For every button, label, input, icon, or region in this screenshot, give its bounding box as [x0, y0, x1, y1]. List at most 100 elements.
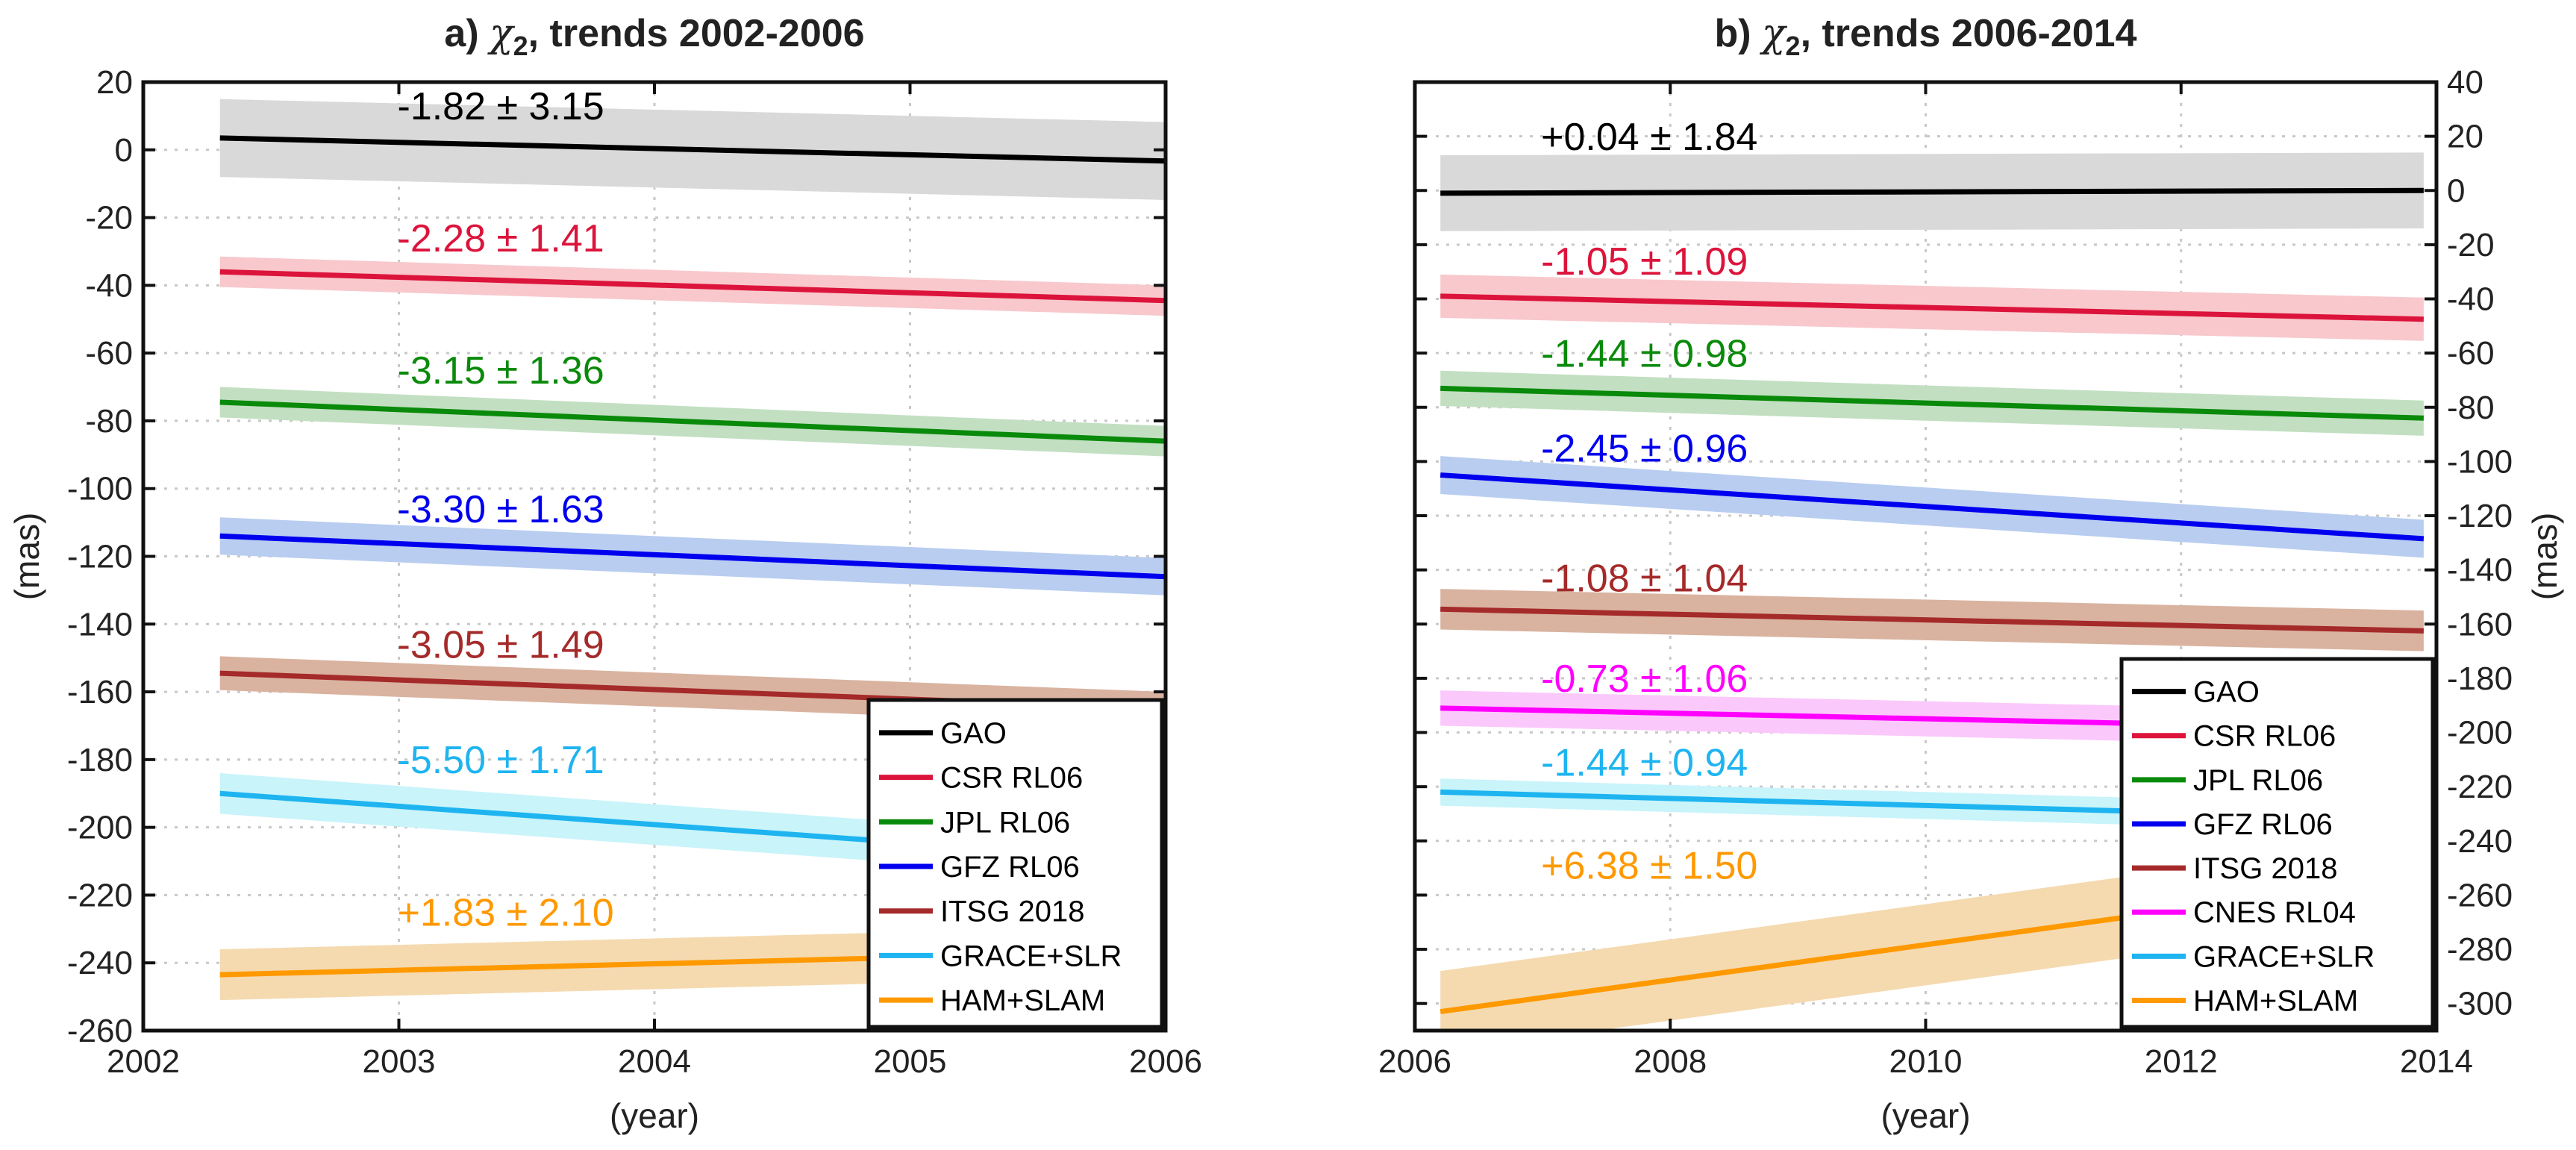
legend-label: GRACE+SLR — [2193, 940, 2375, 973]
trend-line — [1440, 606, 2424, 634]
y-tick-label: -20 — [85, 200, 133, 237]
title-suffix: , trends 2006-2014 — [1801, 12, 2137, 55]
x-tick-label: 2006 — [1378, 1043, 1451, 1080]
trend-annotation: -1.05 ± 1.09 — [1541, 240, 1748, 284]
trend-annotation: -1.82 ± 3.15 — [398, 85, 604, 128]
trend-annotation: -3.30 ± 1.63 — [398, 488, 604, 531]
title-symbol: χ — [487, 11, 516, 56]
trend-line — [219, 135, 1166, 164]
y-tick-label: -220 — [67, 877, 133, 913]
trend-line — [1440, 385, 2424, 421]
y-tick-label: -160 — [2447, 606, 2513, 643]
y-tick-label: 20 — [96, 64, 133, 101]
y-tick-label: -60 — [2447, 335, 2495, 372]
y-tick-label: -120 — [67, 539, 133, 575]
title-suffix: , trends 2002-2006 — [528, 12, 865, 55]
title-symbol: χ — [1759, 11, 1788, 56]
trend-annotation: -1.44 ± 0.94 — [1541, 742, 1748, 785]
y-tick-label: 0 — [115, 132, 133, 169]
legend-box — [2119, 657, 2435, 1029]
y-axis-label: (mas) — [7, 513, 46, 601]
legend-label: CNES RL04 — [2193, 896, 2356, 929]
legend-label: HAM+SLAM — [2193, 984, 2358, 1017]
trend-annotation: -1.08 ± 1.04 — [1541, 557, 1748, 601]
y-tick-label: -20 — [2447, 227, 2495, 263]
legend: GAO CSR RL06 JPL RL06 GFZ RL06 ITSG 2018 CNES… — [2119, 657, 2435, 1029]
y-tick-label: -200 — [2447, 715, 2513, 751]
y-tick-label: 20 — [2447, 119, 2483, 155]
y-tick-label: 0 — [2447, 172, 2465, 209]
legend-label: HAM+SLAM — [940, 984, 1105, 1017]
title-subscript: 2 — [1786, 31, 1801, 61]
legend-label: GAO — [940, 717, 1007, 750]
legend-label: GFZ RL06 — [940, 851, 1080, 884]
trend-annotation: -5.50 ± 1.71 — [398, 739, 604, 782]
title-prefix: b) — [1714, 12, 1762, 55]
trend-annotation: -2.45 ± 0.96 — [1541, 427, 1748, 470]
y-tick-label: -240 — [2447, 823, 2513, 860]
trend-annotation: -3.05 ± 1.49 — [398, 624, 604, 667]
x-tick-label: 2008 — [1634, 1043, 1707, 1080]
y-tick-label: -260 — [2447, 877, 2513, 913]
legend-label: GFZ RL06 — [2193, 808, 2333, 841]
x-tick-label: 2012 — [2145, 1043, 2218, 1080]
y-tick-label: -80 — [2447, 390, 2495, 426]
trend-line — [1440, 187, 2424, 196]
y-tick-label: -80 — [85, 403, 133, 440]
y-tick-label: -180 — [67, 742, 133, 778]
legend-label: JPL RL06 — [2193, 764, 2323, 797]
y-tick-label: -120 — [2447, 498, 2513, 534]
trend-annotation: +6.38 ± 1.50 — [1541, 845, 1757, 888]
y-tick-label: -240 — [67, 945, 133, 981]
legend-label: JPL RL06 — [940, 806, 1070, 839]
y-tick-label: -180 — [2447, 660, 2513, 697]
x-tick-label: 2010 — [1889, 1043, 1963, 1080]
legend-label: CSR RL06 — [2193, 720, 2336, 753]
trend-annotation: +0.04 ± 1.84 — [1541, 116, 1757, 159]
chart-panel-a: 2002 2003 2004 2005 2006 20 0 -20 -40 -60 -80 -100 -… — [7, 11, 1202, 1135]
x-tick-label: 2006 — [1129, 1043, 1202, 1080]
y-tick-label: -40 — [2447, 281, 2495, 318]
y-tick-label: -160 — [67, 674, 133, 710]
legend-label: GAO — [2193, 676, 2260, 709]
trend-annotation: -0.73 ± 1.06 — [1541, 657, 1748, 701]
trend-line — [1439, 472, 2425, 542]
legend: GAO CSR RL06 JPL RL06 GFZ RL06 ITSG 2018 GRAC… — [866, 698, 1164, 1029]
title-subscript: 2 — [513, 31, 528, 61]
legend-label: CSR RL06 — [940, 762, 1083, 795]
y-tick-label: -40 — [85, 267, 133, 304]
x-tick-label: 2004 — [618, 1043, 691, 1080]
trend-line — [219, 533, 1166, 580]
trend-annotation: +1.83 ± 2.10 — [398, 891, 614, 934]
y-tick-label: -280 — [2447, 931, 2513, 968]
title-prefix: a) — [444, 12, 490, 55]
legend-label: ITSG 2018 — [2193, 852, 2337, 885]
trend-annotation: -3.15 ± 1.36 — [398, 349, 604, 393]
x-axis-label: (year) — [1881, 1096, 1970, 1135]
legend-box — [866, 698, 1164, 1029]
x-tick-label: 2002 — [107, 1043, 180, 1080]
chart-title: b) χ2, trends 2006-2014 — [1714, 11, 2136, 61]
legend-label: ITSG 2018 — [940, 896, 1084, 928]
y-axis-label: (mas) — [2525, 513, 2564, 601]
trend-line — [1440, 293, 2424, 322]
trend-annotation: -2.28 ± 1.41 — [398, 217, 604, 260]
trend-line — [219, 399, 1166, 444]
y-tick-label: -100 — [67, 471, 133, 507]
legend-label: GRACE+SLR — [940, 940, 1122, 972]
trend-annotation: -1.44 ± 0.98 — [1541, 332, 1748, 375]
x-axis-label: (year) — [610, 1096, 699, 1135]
y-tick-label: -140 — [2447, 552, 2513, 589]
chart-panel-b: 2006 2008 2010 2012 2014 40 20 0 -20 -40 -60 -80 -10… — [1378, 11, 2564, 1135]
y-tick-label: -140 — [67, 606, 133, 643]
y-tick-label: -100 — [2447, 443, 2513, 480]
y-tick-label: -200 — [67, 810, 133, 846]
y-tick-label: -260 — [67, 1013, 133, 1049]
y-tick-label: -60 — [85, 335, 133, 372]
y-tick-label: -220 — [2447, 769, 2513, 805]
y-tick-label: 40 — [2447, 64, 2483, 101]
x-tick-label: 2005 — [874, 1043, 947, 1080]
x-tick-label: 2014 — [2400, 1043, 2473, 1080]
y-tick-label: -300 — [2447, 986, 2513, 1022]
chart-title: a) χ2, trends 2002-2006 — [444, 11, 864, 61]
